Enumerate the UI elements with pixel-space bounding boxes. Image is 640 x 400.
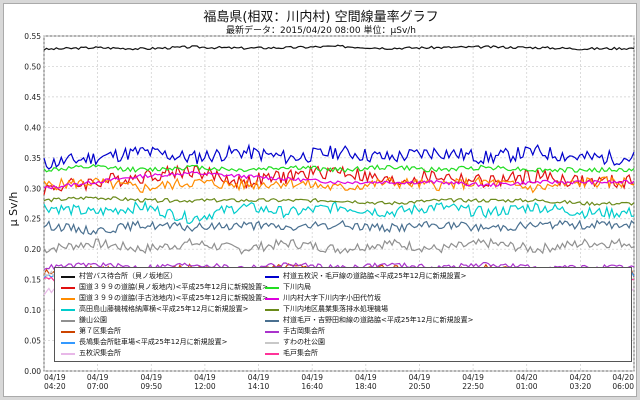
- legend-label: 国道３９９の道脇(貝ノ坂地内)<平成25年12月に新規設置>: [79, 283, 269, 291]
- series-line: [43, 170, 635, 190]
- x-tick-time: 01:00: [516, 382, 538, 391]
- legend-swatch: [265, 342, 279, 344]
- legend-swatch: [61, 298, 75, 300]
- series-line: [43, 164, 635, 195]
- series-line: [43, 219, 635, 236]
- x-tick-date: 04/19: [462, 373, 484, 382]
- legend-swatch: [61, 276, 75, 278]
- x-tick-time: 03:20: [570, 382, 592, 391]
- x-tick-time: 07:00: [87, 382, 109, 391]
- x-tick-date: 04/20: [612, 373, 634, 382]
- legend-swatch: [265, 353, 279, 355]
- legend-label: 下川内地区農業集落排水処理機場: [283, 305, 388, 313]
- chart-subtitle: 最新データ：2015/04/20 08:00 単位：μSv/h: [225, 26, 417, 36]
- y-tick-label: 0.05: [24, 337, 41, 346]
- y-tick-label: 0.45: [24, 93, 41, 102]
- legend-swatch: [61, 353, 75, 355]
- x-tick-date: 04/19: [409, 373, 431, 382]
- legend-label: 村道五枚沢・毛戸線の道路脇<平成25年12月に新規設置>: [283, 272, 467, 280]
- x-axis: 04/1904:2004/1907:0004/1909:5004/1912:00…: [44, 373, 634, 391]
- x-tick-date: 04/19: [44, 373, 66, 382]
- legend-swatch: [265, 309, 279, 311]
- x-tick-time: 16:40: [301, 382, 323, 391]
- legend-label: 高田島山藤機械格納庫横<平成25年12月に新規設置>: [79, 305, 249, 313]
- legend-label: 国道３９９の道脇(手古池地内)<平成25年12月に新規設置>: [79, 294, 269, 302]
- legend-swatch: [265, 287, 279, 289]
- y-axis-label: μ Sv/h: [7, 192, 20, 227]
- x-tick-date: 04/19: [248, 373, 270, 382]
- legend-swatch: [61, 320, 75, 322]
- y-tick-label: 0.30: [24, 184, 41, 193]
- legend-swatch: [265, 331, 279, 333]
- legend-label: 第７区集会所: [79, 327, 121, 335]
- x-tick-date: 04/19: [194, 373, 216, 382]
- series-line: [43, 176, 635, 194]
- x-tick-date: 04/19: [301, 373, 323, 382]
- legend-label: 長鳩集会所駐車場<平成25年12月に新規設置>: [79, 338, 228, 346]
- y-tick-label: 0.15: [24, 276, 41, 285]
- chart-title: 福島県(相双：川内村) 空間線量率グラフ: [203, 10, 439, 25]
- legend-swatch: [61, 287, 75, 289]
- legend-swatch: [265, 320, 279, 322]
- chart-frame: 福島県(相双：川内村) 空間線量率グラフ 最新データ：2015/04/20 08…: [3, 3, 637, 397]
- y-tick-label: 0.25: [24, 215, 41, 224]
- series-line: [43, 44, 635, 51]
- legend-swatch: [61, 342, 75, 344]
- x-tick-date: 04/20: [570, 373, 592, 382]
- x-tick-time: 14:10: [248, 382, 270, 391]
- series-line: [43, 237, 635, 255]
- x-tick-date: 04/19: [140, 373, 162, 382]
- y-axis: 0.00 0.05 0.10 0.15 0.20 0.25 0.30 0.35 0.40 0.45…: [24, 32, 41, 376]
- series-line: [43, 143, 635, 170]
- y-tick-label: 0.00: [24, 367, 41, 376]
- y-tick-label: 0.50: [24, 62, 41, 71]
- legend-swatch: [265, 298, 279, 300]
- x-tick-time: 18:40: [355, 382, 377, 391]
- legend-label: すわの杜公園: [283, 338, 325, 346]
- x-tick-time: 22:50: [462, 382, 484, 391]
- y-tick-label: 0.20: [24, 245, 41, 254]
- series-line: [43, 163, 635, 174]
- legend-label: 毛戸集会所: [283, 349, 318, 357]
- legend-label: 鎌山公園: [79, 316, 107, 324]
- x-tick-time: 04:20: [44, 382, 66, 391]
- legend-label: 下川内局: [283, 283, 311, 291]
- x-tick-time: 12:00: [194, 382, 216, 391]
- legend-label: 村営バス待合所（貝ノ坂地区）: [79, 272, 177, 280]
- legend-swatch: [61, 309, 75, 311]
- x-tick-date: 04/19: [355, 373, 377, 382]
- legend-label: 川内村大字下川内字小田代竹坂: [283, 294, 381, 302]
- legend: 村営バス待合所（貝ノ坂地区） 国道３９９の道脇(貝ノ坂地内)<平成25年12月に新…: [54, 267, 632, 362]
- x-tick-time: 20:50: [409, 382, 431, 391]
- y-tick-label: 0.10: [24, 306, 41, 315]
- y-tick-label: 0.35: [24, 154, 41, 163]
- y-tick-label: 0.55: [24, 32, 41, 41]
- legend-swatch: [61, 331, 75, 333]
- series-line: [43, 196, 635, 207]
- x-tick-time: 06:00: [612, 382, 634, 391]
- legend-label: 五枚沢集会所: [79, 349, 121, 357]
- x-tick-time: 09:50: [140, 382, 162, 391]
- x-tick-date: 04/19: [87, 373, 109, 382]
- series-line: [43, 200, 635, 225]
- legend-swatch: [265, 276, 279, 278]
- y-tick-label: 0.40: [24, 123, 41, 132]
- x-tick-date: 04/20: [516, 373, 538, 382]
- legend-label: 手古岡集会所: [283, 327, 325, 335]
- legend-label: 村道毛戸・吉野田和線の道路脇<平成25年12月に新規設置>: [283, 316, 474, 324]
